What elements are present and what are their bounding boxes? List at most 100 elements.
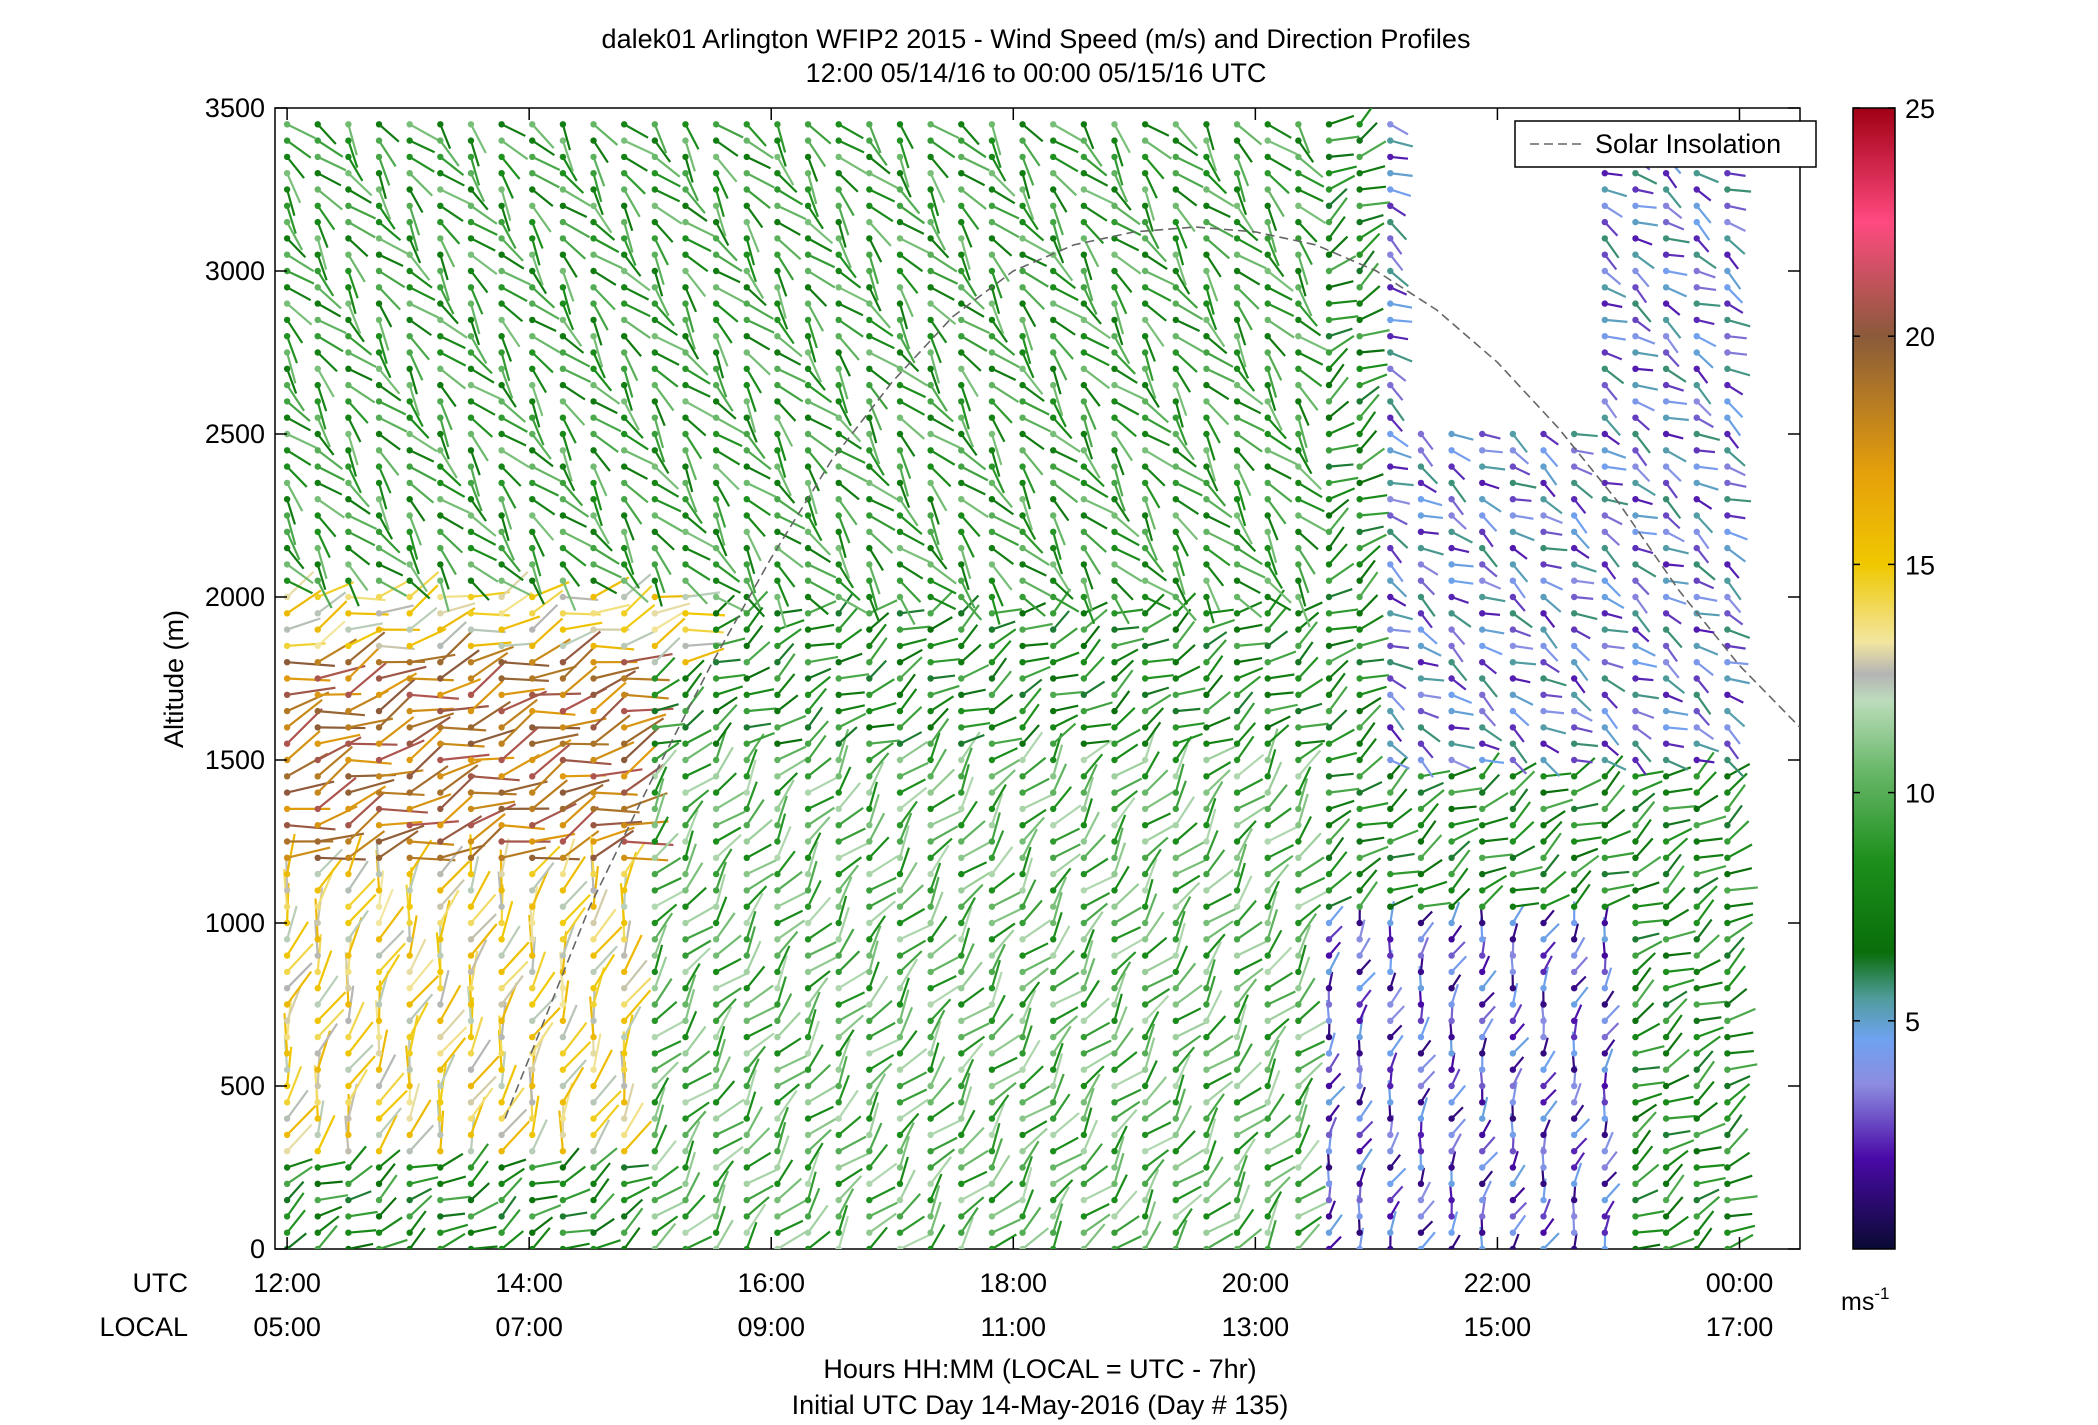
wind-barb xyxy=(654,889,686,908)
wind-barb xyxy=(684,1120,701,1152)
wind-barb xyxy=(1297,766,1312,794)
wind-barb xyxy=(746,318,775,334)
wind-barb-dot xyxy=(1264,414,1271,421)
wind-barb xyxy=(837,895,848,924)
wind-barb xyxy=(1175,732,1203,745)
wind-barb-dot xyxy=(1172,496,1179,503)
wind-barb xyxy=(347,1001,365,1038)
wind-barb xyxy=(439,514,464,530)
wind-barb-dot xyxy=(988,202,996,209)
wind-barb-dot xyxy=(1233,903,1241,910)
wind-barb xyxy=(316,848,343,875)
wind-barb-dot xyxy=(1203,561,1210,568)
wind-barb xyxy=(899,1098,929,1120)
wind-barb xyxy=(1052,744,1064,777)
wind-barb-dot xyxy=(866,1001,873,1008)
wind-barb-dot xyxy=(835,1050,842,1057)
wind-barb xyxy=(776,287,787,319)
wind-barb-dot xyxy=(529,349,536,356)
wind-barb xyxy=(1236,1043,1253,1071)
wind-barb xyxy=(868,659,887,680)
wind-barb xyxy=(377,319,390,351)
wind-barb-dot xyxy=(314,610,321,617)
wind-barb-dot xyxy=(437,577,444,584)
wind-barb-dot xyxy=(682,121,689,128)
wind-barb xyxy=(1267,596,1292,612)
wind-barb-dot xyxy=(1233,381,1241,389)
wind-barb-dot xyxy=(1233,186,1241,193)
wind-barb-dot xyxy=(743,626,750,633)
wind-barb-dot xyxy=(743,1050,750,1057)
wind-barb-dot xyxy=(804,381,812,389)
wind-barb-dot xyxy=(406,1131,413,1139)
wind-barb-dot xyxy=(927,381,934,389)
wind-barb xyxy=(286,1123,313,1152)
wind-barb xyxy=(1083,601,1108,615)
wind-barb-dot xyxy=(682,1001,689,1008)
wind-barb-dot xyxy=(743,1180,750,1188)
wind-barb xyxy=(654,514,683,533)
wind-barb xyxy=(347,1021,374,1055)
wind-barb xyxy=(1082,625,1101,647)
wind-barb xyxy=(316,368,335,398)
wind-barb-dot xyxy=(590,724,597,731)
wind-barb-dot xyxy=(1019,919,1026,927)
wind-barb xyxy=(960,1206,979,1234)
wind-barb xyxy=(531,564,543,595)
wind-barb xyxy=(776,140,787,167)
wind-barb-dot xyxy=(1295,675,1302,682)
wind-barb-dot xyxy=(804,479,812,487)
wind-barb-dot xyxy=(896,1245,904,1249)
wind-barb-dot xyxy=(1141,740,1149,747)
wind-barb-dot xyxy=(1050,333,1057,340)
wind-barb-dot xyxy=(743,218,750,226)
wind-barb xyxy=(1205,384,1230,401)
wind-barb xyxy=(1052,237,1065,264)
wind-barb-dot xyxy=(283,544,291,552)
wind-barb xyxy=(1205,124,1215,151)
wind-barb-dot xyxy=(1203,1164,1210,1171)
wind-barb xyxy=(409,155,435,173)
wind-barb xyxy=(1114,637,1145,647)
wind-barb xyxy=(1266,1176,1291,1201)
wind-barb xyxy=(1327,1032,1336,1054)
wind-barb-dot xyxy=(774,1001,781,1008)
wind-barb xyxy=(1144,335,1156,362)
wind-barb xyxy=(1266,1017,1290,1038)
wind-barb xyxy=(624,652,673,664)
wind-barb-dot xyxy=(1295,985,1302,992)
wind-barb-dot xyxy=(804,202,812,209)
wind-barb xyxy=(470,1182,490,1201)
wind-barb xyxy=(439,678,482,696)
wind-barb xyxy=(592,514,610,545)
wind-barb-dot xyxy=(1233,496,1241,503)
wind-barb-dot xyxy=(866,756,873,764)
wind-barb-dot xyxy=(804,919,812,927)
wind-barb xyxy=(470,498,487,522)
wind-barb xyxy=(408,400,424,428)
wind-barb-dot xyxy=(1356,919,1363,927)
wind-barb-dot xyxy=(314,1115,321,1122)
wind-barb xyxy=(470,367,495,384)
wind-barb xyxy=(562,758,612,766)
wind-barb xyxy=(531,188,554,207)
wind-barb xyxy=(378,739,425,762)
wind-barb-dot xyxy=(682,137,689,144)
wind-barb-dot xyxy=(1172,642,1179,650)
wind-barb-dot xyxy=(835,561,842,568)
wind-barb xyxy=(623,792,668,810)
wind-barb-dot xyxy=(1141,544,1149,552)
wind-barb-dot xyxy=(529,333,536,340)
wind-barb xyxy=(1297,465,1323,491)
wind-barb xyxy=(1205,1201,1232,1218)
wind-barb-dot xyxy=(835,740,842,747)
wind-barb xyxy=(500,465,522,487)
wind-barb xyxy=(378,514,394,540)
wind-barb-dot xyxy=(1050,707,1057,715)
wind-barb-dot xyxy=(375,887,383,894)
wind-barb-dot xyxy=(927,968,934,976)
wind-barb-dot xyxy=(467,512,475,519)
wind-barb xyxy=(1175,286,1199,309)
wind-barb xyxy=(807,720,830,745)
wind-barb xyxy=(868,781,879,810)
